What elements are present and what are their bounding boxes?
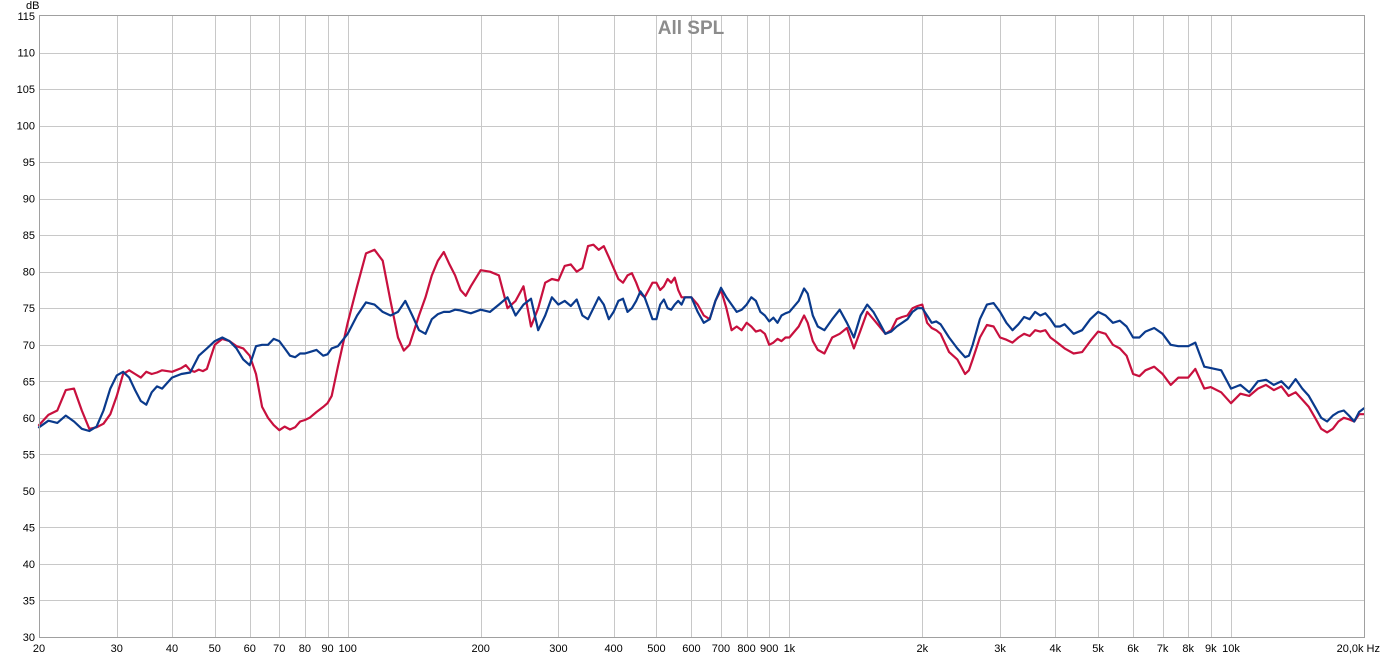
y-tick-label: 50: [23, 486, 35, 498]
x-tick-label: 200: [471, 643, 489, 655]
y-tick-label: 105: [17, 84, 35, 96]
x-tick-label: 6k: [1127, 643, 1139, 655]
x-tick-label: 10k: [1222, 643, 1240, 655]
x-tick-label: 300: [549, 643, 567, 655]
x-tick-label: 600: [682, 643, 700, 655]
x-tick-label: 2k: [917, 643, 929, 655]
x-tick-label: 100: [339, 643, 357, 655]
x-tick-label: 90: [321, 643, 333, 655]
x-tick-label: 30: [111, 643, 123, 655]
x-tick-label: 8k: [1182, 643, 1194, 655]
y-tick-label: 45: [23, 522, 35, 534]
x-tick-label: 40: [166, 643, 178, 655]
y-tick-label: 100: [17, 121, 35, 133]
y-tick-label: 90: [23, 194, 35, 206]
x-tick-label: 900: [760, 643, 778, 655]
y-tick-label: 60: [23, 413, 35, 425]
y-axis-label: dB: [26, 0, 39, 12]
x-tick-label: 50: [209, 643, 221, 655]
x-tick-label: 20: [33, 643, 45, 655]
y-axis-ticks: 115 110 105 100 95 90 85 80 75 70 65 60 55 50 45 40 35 30: [17, 11, 35, 644]
x-tick-label: 700: [712, 643, 730, 655]
y-tick-label: 70: [23, 340, 35, 352]
x-axis-ticks: 20 30 40 50 60 70 80 90 100 200 300 400 500 600 700 800…: [33, 643, 1380, 655]
series-line-2: [37, 286, 1366, 433]
y-tick-label: 40: [23, 559, 35, 571]
y-tick-label: 35: [23, 595, 35, 607]
y-tick-label: 75: [23, 303, 35, 315]
x-tick-label: 800: [737, 643, 755, 655]
y-tick-label: 110: [17, 48, 35, 60]
x-tick-label: 3k: [994, 643, 1006, 655]
x-tick-label: 80: [299, 643, 311, 655]
x-tick-label: 5k: [1092, 643, 1104, 655]
series-line-1: [37, 243, 1366, 434]
x-tick-label: 20,0k Hz: [1337, 643, 1380, 655]
plot-frame: [39, 15, 1365, 638]
y-tick-label: 115: [17, 11, 35, 23]
y-tick-label: 65: [23, 376, 35, 388]
grid: [39, 16, 1364, 637]
x-tick-label: 400: [604, 643, 622, 655]
x-tick-label: 7k: [1157, 643, 1169, 655]
x-tick-label: 500: [647, 643, 665, 655]
x-tick-label: 1k: [784, 643, 796, 655]
x-tick-label: 4k: [1049, 643, 1061, 655]
y-tick-label: 55: [23, 449, 35, 461]
series-layer: [37, 243, 1366, 434]
y-tick-label: 80: [23, 267, 35, 279]
y-tick-label: 30: [23, 632, 35, 644]
x-tick-label: 60: [244, 643, 256, 655]
y-tick-label: 85: [23, 230, 35, 242]
y-tick-label: 95: [23, 157, 35, 169]
x-tick-label: 9k: [1205, 643, 1217, 655]
chart-title: All SPL: [658, 18, 725, 39]
x-tick-label: 70: [273, 643, 285, 655]
